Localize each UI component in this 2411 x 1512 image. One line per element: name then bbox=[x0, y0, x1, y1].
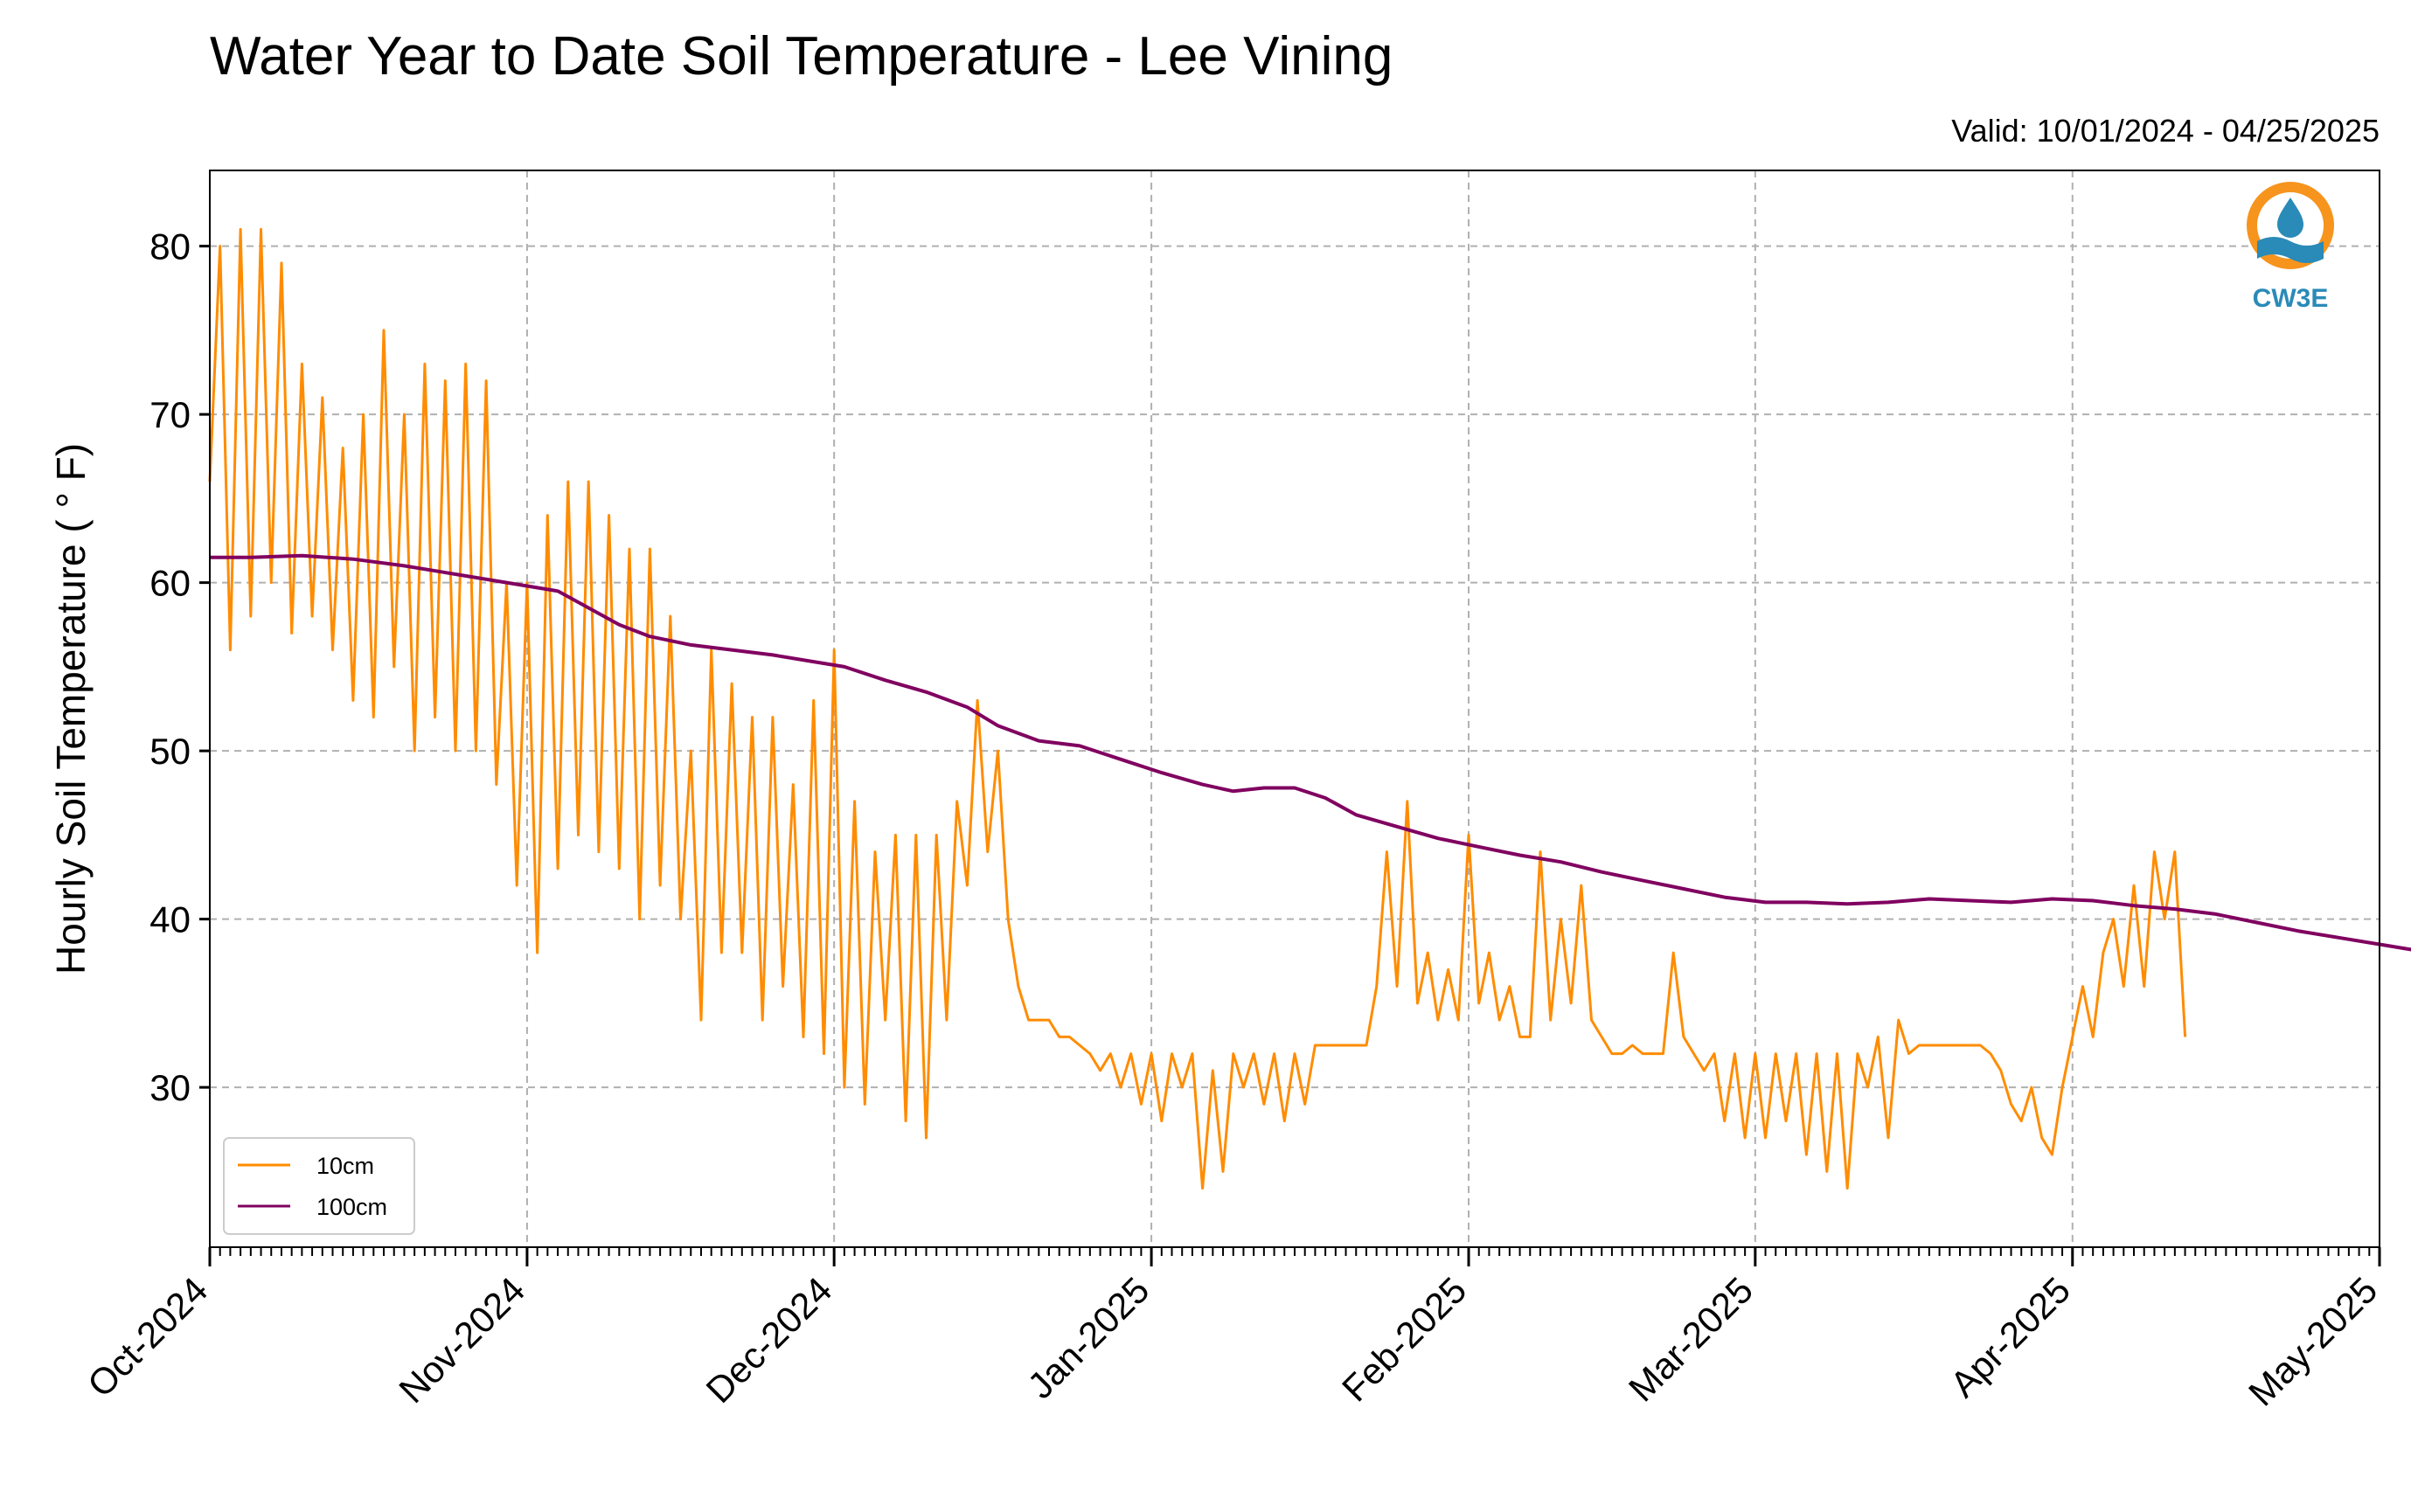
logo-label: CW3E bbox=[2253, 284, 2329, 313]
y-tick-label: 60 bbox=[149, 563, 191, 604]
legend-label-10cm: 10cm bbox=[316, 1153, 374, 1179]
y-tick-label: 30 bbox=[149, 1067, 191, 1108]
series-line-10cm bbox=[208, 227, 2187, 1190]
legend: 10cm 100cm bbox=[223, 1137, 415, 1235]
cw3e-logo: CW3E bbox=[2247, 182, 2334, 313]
series-line-100cm bbox=[210, 553, 2411, 952]
y-tick-label: 50 bbox=[149, 731, 191, 772]
logo-wave-icon bbox=[2257, 237, 2324, 263]
y-tick-label: 80 bbox=[149, 226, 191, 267]
valid-date-range: Valid: 10/01/2024 - 04/25/2025 bbox=[1951, 113, 2380, 149]
legend-box bbox=[223, 1137, 415, 1235]
y-tick-label: 70 bbox=[149, 394, 191, 435]
water-drop-icon bbox=[2277, 198, 2303, 238]
chart-title: Water Year to Date Soil Temperature - Le… bbox=[210, 26, 1393, 87]
y-tick-label: 40 bbox=[149, 899, 191, 940]
legend-label-100cm: 100cm bbox=[316, 1194, 387, 1220]
y-axis-label: Hourly Soil Temperature ( ° F) bbox=[48, 443, 94, 974]
y-axis: 30 40 50 60 70 80 bbox=[149, 226, 210, 1108]
series-layer bbox=[208, 227, 2411, 1190]
